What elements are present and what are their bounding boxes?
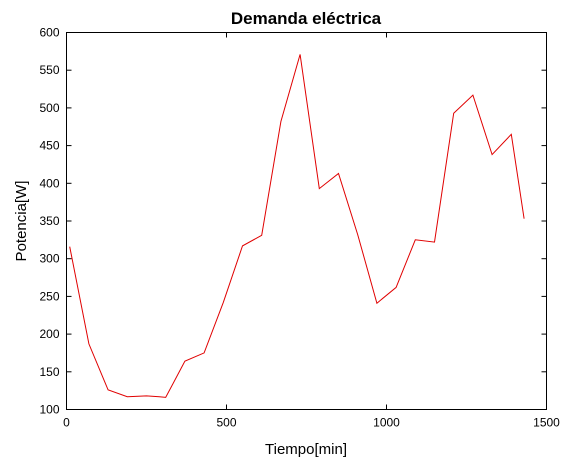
series-line [69,54,525,398]
y-tick-label: 600 [39,26,59,40]
y-tick-label: 400 [39,176,59,190]
y-tick-label: 500 [39,101,59,115]
y-tick-label: 150 [39,365,59,379]
x-tick-label: 0 [63,416,70,430]
y-tick-label: 450 [39,139,59,153]
x-axis-label: Tiempo[min] [265,441,347,458]
y-tick-label: 100 [39,403,59,417]
y-axis-label: Potencia[W] [13,181,30,262]
y-tick-label: 300 [39,252,59,266]
axes-frame [66,32,547,410]
axis-ticks: 0 500 1000 1500 100 150 200 250 300 350 400 450 500 5… [39,26,560,430]
x-tick-label: 500 [216,416,236,430]
y-tick-label: 200 [39,327,59,341]
plot-area [69,54,525,398]
chart-title: Demanda eléctrica [231,9,382,28]
y-tick-label: 250 [39,289,59,303]
y-tick-label: 350 [39,214,59,228]
y-tick-label: 550 [39,63,59,77]
x-tick-label: 1000 [373,416,400,430]
x-tick-label: 1500 [533,416,560,430]
